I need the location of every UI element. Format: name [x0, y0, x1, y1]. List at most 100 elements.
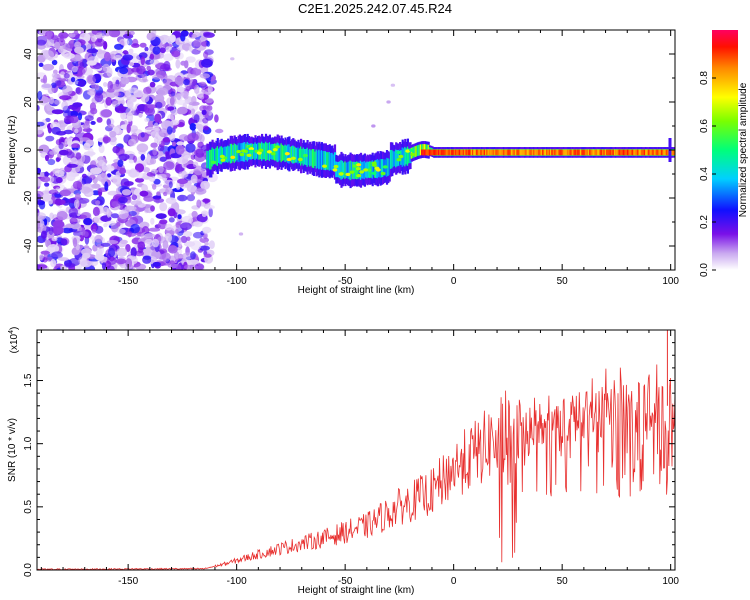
noise-speck: [101, 161, 107, 172]
noise-speck: [83, 151, 96, 157]
ridge-line: [564, 149, 567, 156]
ridge-line: [590, 149, 593, 156]
noise-speck: [96, 117, 103, 123]
noise-speck: [96, 172, 108, 182]
snr-xtick-label: -150: [118, 576, 138, 587]
noise-speck: [106, 265, 115, 270]
noise-speck: [162, 184, 170, 189]
noise-speck: [37, 121, 45, 127]
noise-speck: [92, 206, 100, 217]
ridge-line: [428, 149, 432, 156]
noise-speck: [207, 85, 213, 94]
noise-speck: [185, 143, 196, 153]
ridge-core: [328, 151, 331, 171]
ridge-line: [651, 149, 654, 156]
ridge-core: [415, 145, 419, 157]
ridge-core: [323, 151, 326, 170]
ridge-core: [341, 160, 344, 179]
noise-speck: [192, 161, 199, 168]
ridge-line: [613, 149, 616, 156]
noise-speck: [147, 69, 155, 76]
ridge-line: [543, 149, 546, 156]
noise-speck: [58, 149, 69, 156]
ridge-core: [402, 148, 406, 166]
ridge-blob: [219, 154, 225, 159]
ridge-line: [451, 149, 454, 156]
ridge-core: [212, 148, 215, 165]
ridge-line: [527, 149, 531, 156]
ridge-blob: [297, 157, 303, 162]
noise-speck: [128, 159, 135, 164]
noise-speck: [194, 263, 205, 270]
noise-speck: [136, 143, 149, 153]
noise-speck: [69, 115, 79, 124]
noise-speck: [206, 105, 213, 111]
ridge-line: [658, 149, 661, 156]
noise-speck: [150, 168, 159, 174]
ridge-line: [604, 149, 607, 156]
ridge-blob: [236, 149, 242, 154]
noise-speck: [98, 144, 105, 154]
ridge-line: [474, 149, 477, 156]
noise-speck: [83, 217, 93, 226]
ridge-line: [422, 149, 425, 156]
noise-speck: [59, 95, 72, 100]
ridge-blob: [230, 155, 236, 159]
ridge-line: [435, 149, 438, 156]
noise-speck: [143, 233, 156, 238]
ridge-core: [327, 152, 330, 170]
noise-speck: [130, 96, 137, 103]
spectrogram-xtick-label: 50: [557, 276, 569, 287]
noise-speck: [104, 51, 111, 62]
noise-speck: [180, 235, 188, 243]
noise-speck: [68, 33, 76, 38]
colorbar-tick-label: 0.4: [699, 167, 710, 181]
noise-speck: [73, 30, 79, 35]
ridge-line: [443, 149, 446, 156]
noise-speck: [58, 32, 69, 39]
ridge-core: [263, 143, 266, 160]
ridge-line: [639, 149, 642, 156]
ridge-blob: [355, 167, 361, 171]
ridge-core: [229, 143, 232, 164]
noise-speck: [75, 87, 81, 94]
noise-speck: [185, 56, 196, 63]
ridge-line: [426, 149, 429, 156]
noise-speck: [47, 198, 53, 205]
ridge-line: [517, 149, 520, 156]
ridge-core: [391, 149, 394, 169]
ridge-core: [419, 144, 422, 156]
ridge-blob: [241, 149, 246, 153]
spectrogram-xlabel: Height of straight line (km): [298, 285, 415, 296]
ridge-line: [628, 149, 631, 156]
ridge-core: [340, 160, 343, 180]
noise-speck: [116, 187, 122, 195]
noise-speck: [58, 257, 69, 262]
ridge-line: [656, 149, 659, 156]
spectrogram-ytick-label: 0: [23, 147, 34, 153]
noise-speck: [125, 258, 133, 268]
ridge-line: [667, 149, 670, 156]
ridge-line: [557, 149, 560, 156]
noise-speck: [94, 92, 104, 103]
noise-speck: [139, 190, 149, 197]
ridge-blob: [290, 156, 296, 160]
noise-speck: [144, 104, 149, 114]
ridge-line: [445, 149, 448, 156]
ridge-core: [339, 161, 342, 179]
noise-speck: [45, 154, 49, 162]
ridge-blob: [380, 171, 386, 176]
noise-speck: [61, 265, 66, 270]
noise-speck: [42, 257, 48, 263]
ridge-core: [223, 146, 226, 163]
noise-speck: [69, 217, 78, 225]
noise-speck: [201, 212, 207, 218]
noise-speck: [174, 228, 179, 235]
noise-speck: [37, 90, 43, 101]
noise-speck: [190, 154, 196, 160]
ridge-line: [540, 149, 544, 156]
noise-speck: [104, 181, 109, 192]
ridge-line: [665, 149, 669, 156]
ridge-line: [513, 149, 516, 156]
